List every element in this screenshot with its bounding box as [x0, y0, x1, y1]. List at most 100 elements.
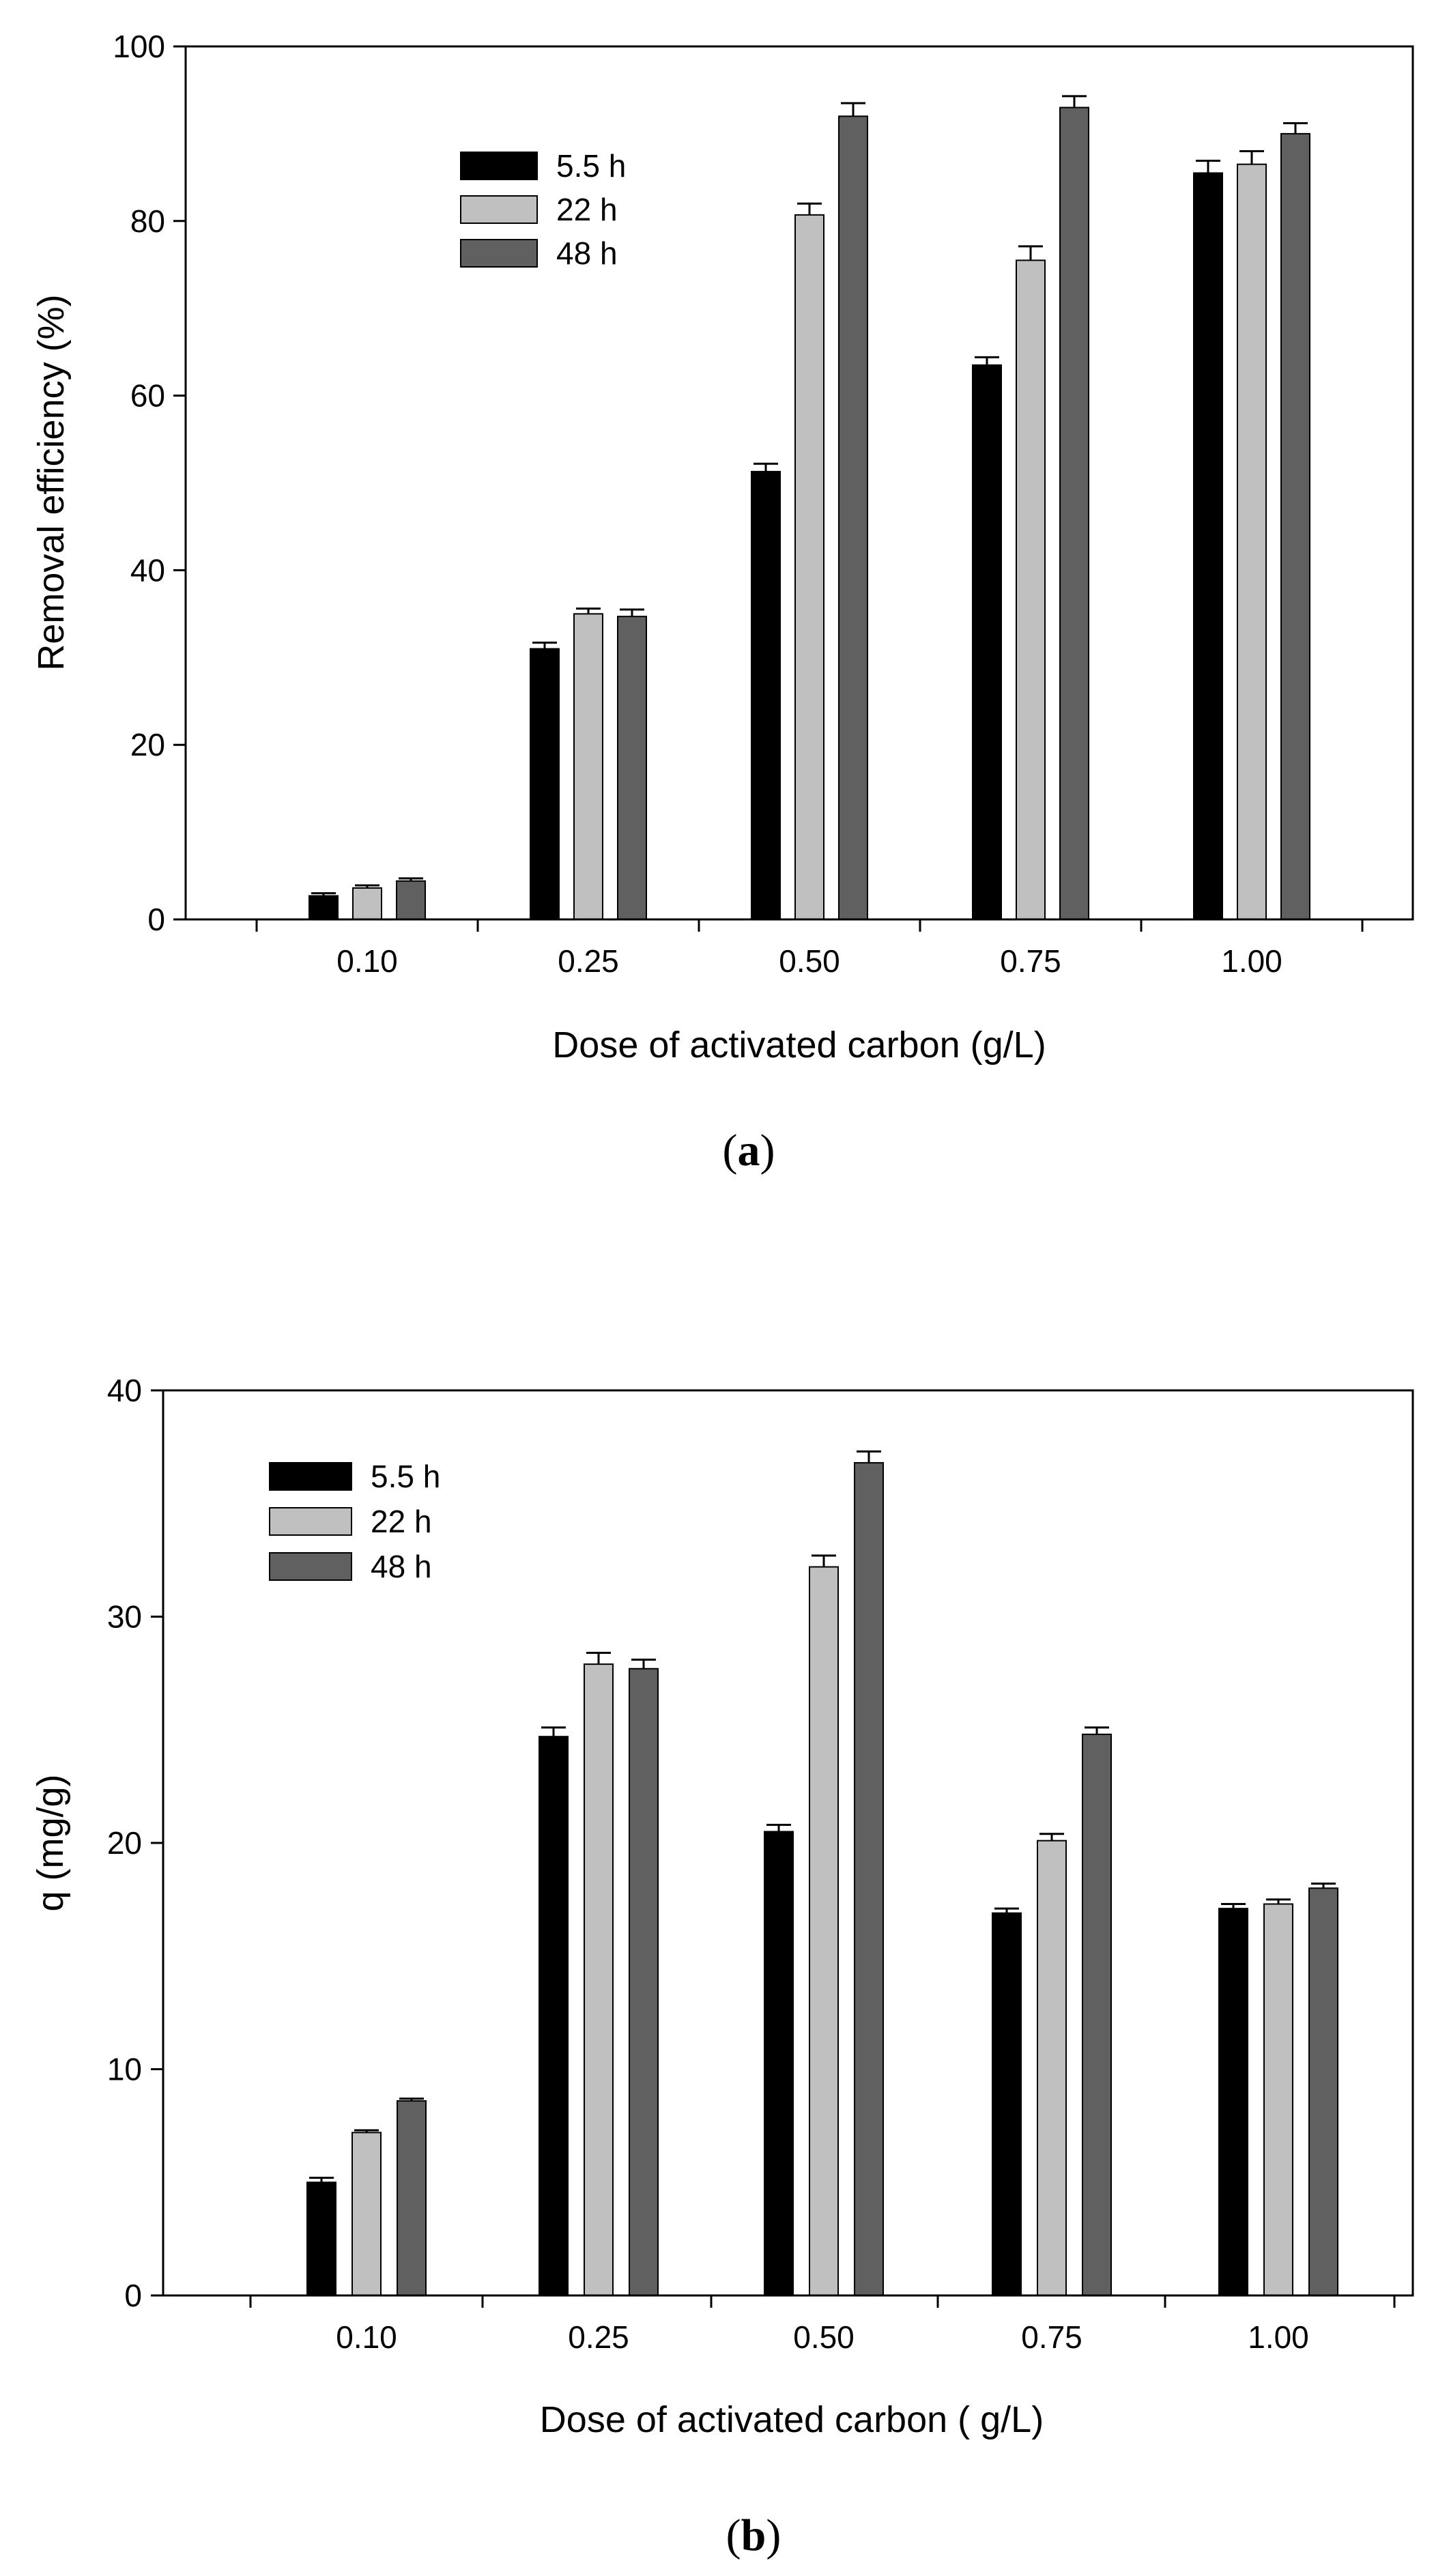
y-tick-label: 80	[130, 203, 165, 239]
error-bar	[754, 462, 778, 472]
x-axis-title: Dose of activated carbon ( g/L)	[540, 2399, 1044, 2440]
y-tick-label: 60	[130, 378, 165, 414]
error-bar	[857, 1450, 881, 1463]
error-bar	[1283, 122, 1308, 134]
legend: 5.5 h 22 h 48 h	[460, 148, 626, 271]
bar-48-h-0-50	[838, 115, 868, 921]
bar-22-h-0-10	[352, 2132, 382, 2297]
bar-5-5-h-0-50	[751, 470, 781, 920]
x-axis-title: Dose of activated carbon (g/L)	[552, 1025, 1046, 1065]
bar-48-h-1-00	[1280, 132, 1310, 920]
error-bar	[541, 1726, 566, 1737]
error-bar	[1311, 1883, 1336, 1889]
x-tick-label: 1.00	[1221, 943, 1282, 979]
legend-swatch-22h	[269, 1507, 352, 1536]
error-bar	[631, 1658, 656, 1669]
error-bar	[994, 1907, 1019, 1913]
legend-label: 22 h	[371, 1504, 432, 1539]
bar-22-h-0-25	[573, 613, 603, 920]
y-tick-label: 0	[124, 2278, 142, 2313]
legend-item: 48 h	[269, 1549, 432, 1584]
panel-label-b: (b)	[726, 2510, 781, 2560]
y-tick-label: 100	[113, 29, 165, 64]
y-tick-label: 20	[107, 1825, 142, 1861]
error-bar	[355, 884, 379, 888]
error-bar	[311, 892, 336, 896]
legend-label: 48 h	[556, 235, 618, 271]
y-axis-title: q (mg/g)	[30, 1774, 71, 1911]
bar-22-h-0-25	[584, 1663, 614, 2296]
error-bar	[975, 356, 999, 365]
errorbars-group	[311, 95, 1308, 896]
x-tick-label: 0.50	[793, 2319, 855, 2355]
bars-group	[309, 106, 1310, 921]
error-bar	[532, 642, 557, 649]
bar-5-5-h-0-75	[992, 1912, 1022, 2296]
x-tick-label: 0.25	[568, 2319, 629, 2355]
bar-22-h-0-50	[794, 214, 824, 920]
error-bar	[1062, 95, 1087, 108]
legend-swatch-5-5h	[460, 152, 538, 180]
bars-group	[306, 1462, 1338, 2297]
panel-label-a: (a)	[723, 1126, 775, 1175]
y-tick-label: 0	[147, 902, 165, 937]
error-bar	[399, 877, 423, 881]
x-tick-label: 0.25	[558, 943, 619, 979]
y-tick-label: 20	[130, 727, 165, 762]
x-axis: 0.10 0.25 0.50 0.75 1.00	[249, 2295, 1396, 2355]
bar-48-h-0-75	[1059, 106, 1089, 920]
error-bar	[766, 1823, 791, 1832]
error-bar	[797, 202, 822, 215]
y-tick-label: 30	[107, 1599, 142, 1635]
plot-frame	[184, 45, 1414, 921]
bar-5-5-h-1-00	[1218, 1908, 1248, 2296]
legend-swatch-48h	[269, 1552, 352, 1581]
error-bar	[354, 2129, 379, 2133]
bar-22-h-0-75	[1016, 259, 1046, 921]
error-bar	[841, 102, 865, 117]
legend-item: 5.5 h	[269, 1459, 440, 1494]
legend-item: 22 h	[460, 192, 618, 227]
y-axis-title: Removal efficiency (%)	[31, 294, 72, 670]
x-tick-label: 0.10	[336, 943, 398, 979]
bar-48-h-0-10	[397, 2100, 427, 2296]
bar-48-h-0-25	[617, 616, 647, 920]
bar-48-h-0-25	[629, 1668, 659, 2297]
error-bar	[1039, 1833, 1064, 1841]
x-tick-label: 0.10	[336, 2319, 397, 2355]
bar-5-5-h-0-50	[764, 1831, 794, 2297]
y-tick-label: 40	[130, 552, 165, 588]
x-tick-label: 0.75	[1000, 943, 1061, 979]
legend-item: 48 h	[460, 235, 618, 271]
y-tick-label: 40	[107, 1373, 142, 1408]
bar-22-h-0-10	[352, 887, 382, 921]
bar-22-h-0-75	[1037, 1840, 1067, 2297]
error-bar	[1196, 160, 1220, 173]
error-bar	[309, 2177, 334, 2183]
bar-48-h-1-00	[1308, 1887, 1338, 2297]
x-tick-label: 0.75	[1021, 2319, 1082, 2355]
bar-48-h-0-50	[854, 1462, 884, 2297]
error-bar	[399, 2098, 424, 2101]
chart-panel-b: 0 10 20 30 40 0.10 0.25 0.50 0.75 1.00 5.5 h 22 …	[30, 1373, 1414, 2560]
legend-label: 48 h	[371, 1549, 432, 1584]
chart-panel-a: 0 20 40 60 80 100 0.10 0.25 0.50 0.75 1.00 5.5 h …	[31, 29, 1414, 1175]
error-bar	[1266, 1898, 1291, 1904]
legend-label: 5.5 h	[556, 148, 626, 184]
bar-5-5-h-0-25	[530, 648, 560, 920]
bar-22-h-1-00	[1263, 1903, 1293, 2296]
error-bar	[1221, 1903, 1246, 1909]
bar-48-h-0-10	[396, 880, 426, 920]
legend-swatch-48h	[460, 239, 538, 268]
errorbars-group	[309, 1450, 1336, 2183]
legend-item: 22 h	[269, 1504, 432, 1539]
bar-22-h-1-00	[1237, 163, 1267, 920]
error-bar	[576, 607, 601, 614]
x-tick-label: 0.50	[779, 943, 840, 979]
error-bar	[812, 1554, 836, 1567]
bar-5-5-h-0-75	[972, 364, 1002, 920]
bar-5-5-h-0-10	[309, 895, 339, 921]
x-tick-label: 1.00	[1248, 2319, 1309, 2355]
bar-22-h-0-50	[809, 1566, 839, 2297]
